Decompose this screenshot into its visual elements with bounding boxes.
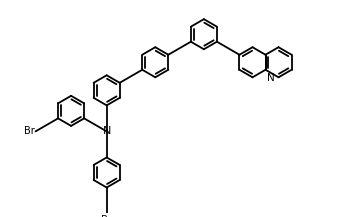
Text: N: N xyxy=(267,73,275,83)
Text: Br: Br xyxy=(24,126,34,136)
Text: Br: Br xyxy=(101,215,112,217)
Text: N: N xyxy=(102,126,111,136)
